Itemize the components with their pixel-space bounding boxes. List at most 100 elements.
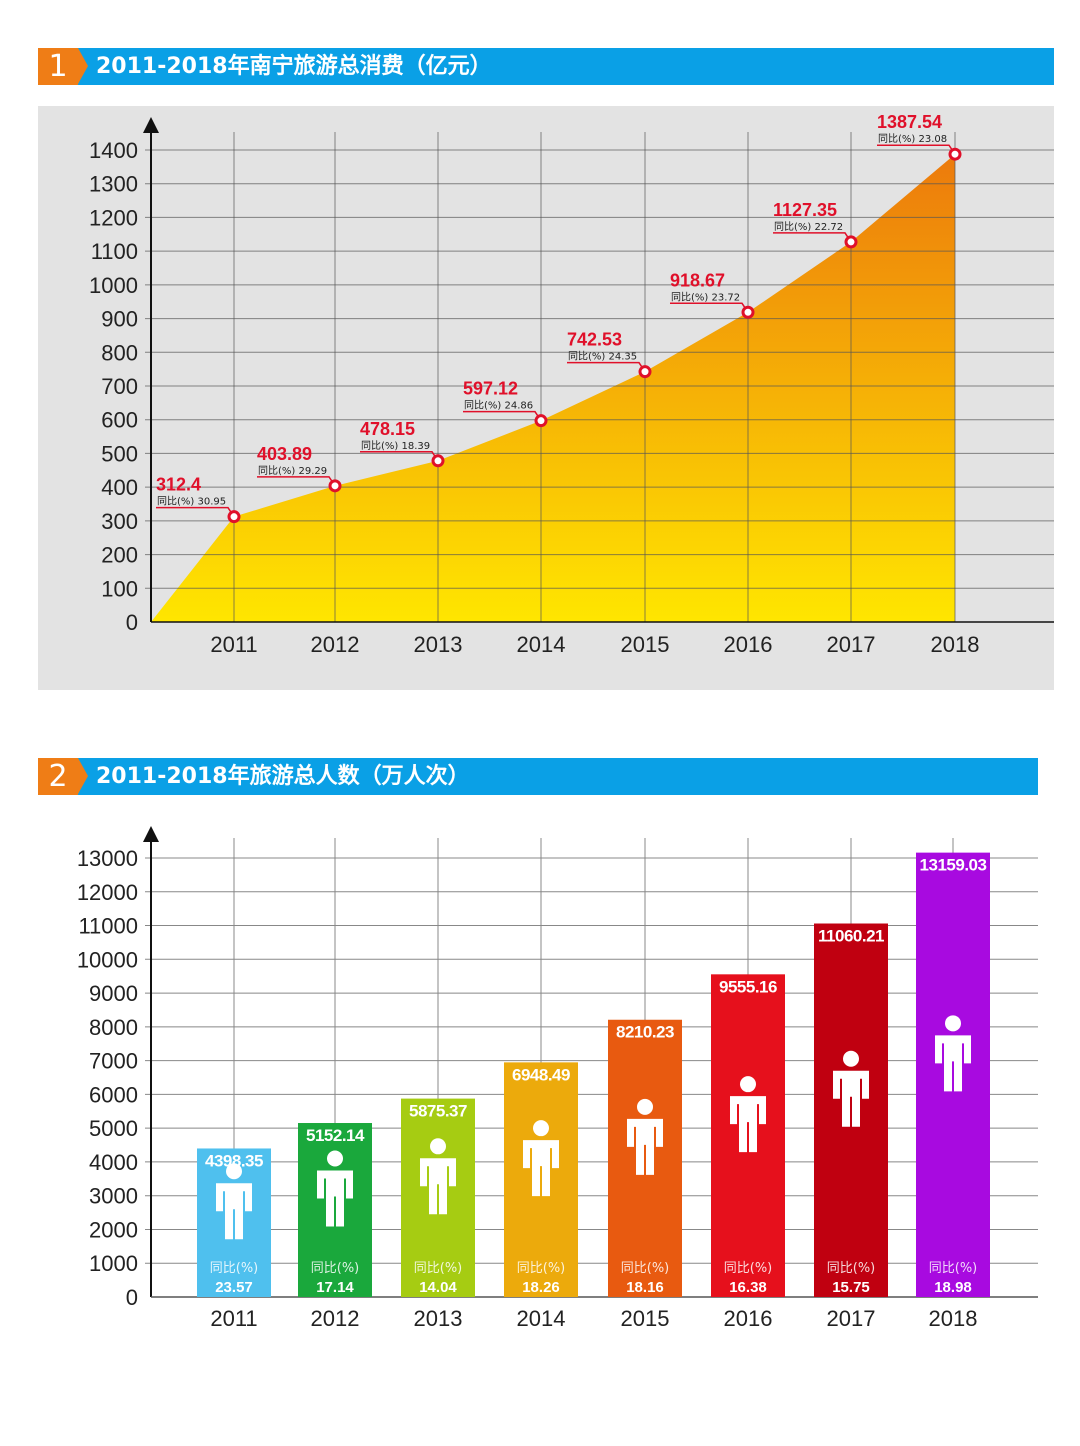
data-point — [638, 365, 652, 379]
bar — [814, 923, 888, 1297]
person-body — [730, 1096, 766, 1153]
data-point — [844, 235, 858, 249]
y-tick-label: 600 — [101, 408, 138, 433]
x-tick-label: 2015 — [621, 1306, 670, 1331]
yoy-value: 18.26 — [522, 1279, 560, 1296]
bar-value-label: 8210.23 — [616, 1023, 674, 1042]
bar — [504, 1062, 578, 1297]
yoy-label: 同比(%) 30.95 — [157, 496, 226, 508]
data-label: 478.15 — [360, 419, 415, 439]
y-axis-arrow-icon — [143, 117, 159, 133]
bar-value-label: 5875.37 — [409, 1102, 467, 1121]
y-tick-label: 5000 — [89, 1116, 138, 1141]
x-tick-label: 2018 — [929, 1306, 978, 1331]
chevron-icon — [78, 758, 88, 794]
yoy-label: 同比(%) 24.35 — [568, 351, 637, 363]
y-tick-label: 100 — [101, 576, 138, 601]
yoy-label: 同比(%) 23.72 — [671, 291, 740, 303]
x-tick-label: 2016 — [724, 632, 773, 657]
person-icon — [317, 1150, 353, 1227]
person-body — [216, 1183, 252, 1240]
area-series — [151, 154, 955, 622]
bar — [401, 1098, 475, 1297]
y-tick-label: 2000 — [89, 1217, 138, 1242]
person-icon — [420, 1138, 456, 1215]
data-label: 312.4 — [156, 475, 201, 495]
y-tick-label: 1400 — [89, 138, 138, 163]
x-tick-label: 2011 — [210, 632, 257, 657]
x-tick-label: 2013 — [414, 1306, 463, 1331]
person-icon — [730, 1076, 766, 1153]
x-tick-label: 2013 — [414, 632, 463, 657]
y-tick-label: 0 — [126, 1285, 138, 1310]
person-head — [740, 1076, 756, 1093]
data-point — [227, 510, 241, 524]
y-tick-label: 1000 — [89, 273, 138, 298]
bar-value-label: 5152.14 — [306, 1126, 365, 1145]
y-axis-arrow-icon — [143, 826, 159, 842]
person-icon — [833, 1050, 869, 1127]
x-tick-label: 2017 — [827, 1306, 876, 1331]
x-tick-label: 2014 — [517, 632, 566, 657]
yoy-value: 23.57 — [215, 1279, 253, 1296]
person-icon — [627, 1098, 663, 1175]
y-tick-label: 8000 — [89, 1015, 138, 1040]
bar — [916, 852, 990, 1297]
yoy-label: 同比(%) — [517, 1261, 566, 1276]
y-tick-label: 1300 — [89, 172, 138, 197]
section-title: 2011-2018年旅游总人数（万人次） — [96, 764, 470, 789]
y-tick-label: 700 — [101, 374, 138, 399]
data-label: 597.12 — [463, 379, 518, 399]
yoy-label: 同比(%) — [311, 1261, 360, 1276]
x-tick-label: 2017 — [827, 632, 876, 657]
person-body — [523, 1140, 559, 1197]
person-head — [637, 1098, 653, 1115]
y-tick-label: 10000 — [77, 947, 138, 972]
person-head — [430, 1138, 446, 1155]
yoy-label: 同比(%) 22.72 — [774, 221, 843, 233]
yoy-label: 同比(%) 23.08 — [878, 133, 947, 145]
yoy-label: 同比(%) — [414, 1261, 463, 1276]
section-number: 1 — [38, 48, 78, 85]
section-header-2: 2 2011-2018年旅游总人数（万人次） — [38, 758, 1038, 795]
bar-value-label: 11060.21 — [818, 927, 884, 946]
y-tick-label: 4000 — [89, 1150, 138, 1175]
yoy-label: 同比(%) 18.39 — [361, 440, 430, 452]
y-tick-label: 900 — [101, 307, 138, 332]
data-point — [328, 479, 342, 493]
bar — [711, 974, 785, 1297]
x-tick-label: 2014 — [517, 1306, 566, 1331]
person-body — [420, 1158, 456, 1215]
yoy-value: 18.98 — [934, 1279, 972, 1296]
x-tick-label: 2012 — [311, 632, 360, 657]
yoy-label: 同比(%) — [621, 1261, 670, 1276]
x-tick-label: 2012 — [311, 1306, 360, 1331]
x-tick-label: 2011 — [210, 1306, 257, 1331]
person-head — [226, 1163, 242, 1180]
section-title: 2011-2018年南宁旅游总消费（亿元） — [96, 54, 492, 79]
data-label: 1127.35 — [773, 200, 837, 220]
data-point — [741, 305, 755, 319]
person-body — [935, 1035, 971, 1092]
yoy-label: 同比(%) — [210, 1261, 259, 1276]
consumption-area-chart: 0 100 200 300 400 500 600 700 800 900 1000 1100 1200… — [38, 106, 1054, 690]
person-icon — [216, 1163, 252, 1240]
person-icon — [935, 1015, 971, 1092]
y-tick-label: 200 — [101, 543, 138, 568]
yoy-label: 同比(%) — [724, 1261, 773, 1276]
y-tick-label: 0 — [126, 610, 138, 635]
y-tick-label: 12000 — [77, 880, 138, 905]
y-tick-label: 1200 — [89, 205, 138, 230]
data-point — [431, 454, 445, 468]
x-tick-label: 2015 — [621, 632, 670, 657]
y-tick-label: 300 — [101, 509, 138, 534]
yoy-label: 同比(%) 24.86 — [464, 400, 533, 412]
person-body — [833, 1070, 869, 1127]
y-tick-label: 13000 — [77, 846, 138, 871]
y-tick-label: 1100 — [91, 239, 138, 264]
data-point — [534, 414, 548, 428]
yoy-label: 同比(%) 29.29 — [258, 465, 327, 477]
bar — [608, 1019, 682, 1297]
yoy-value: 14.04 — [419, 1279, 457, 1296]
x-tick-label: 2016 — [724, 1306, 773, 1331]
